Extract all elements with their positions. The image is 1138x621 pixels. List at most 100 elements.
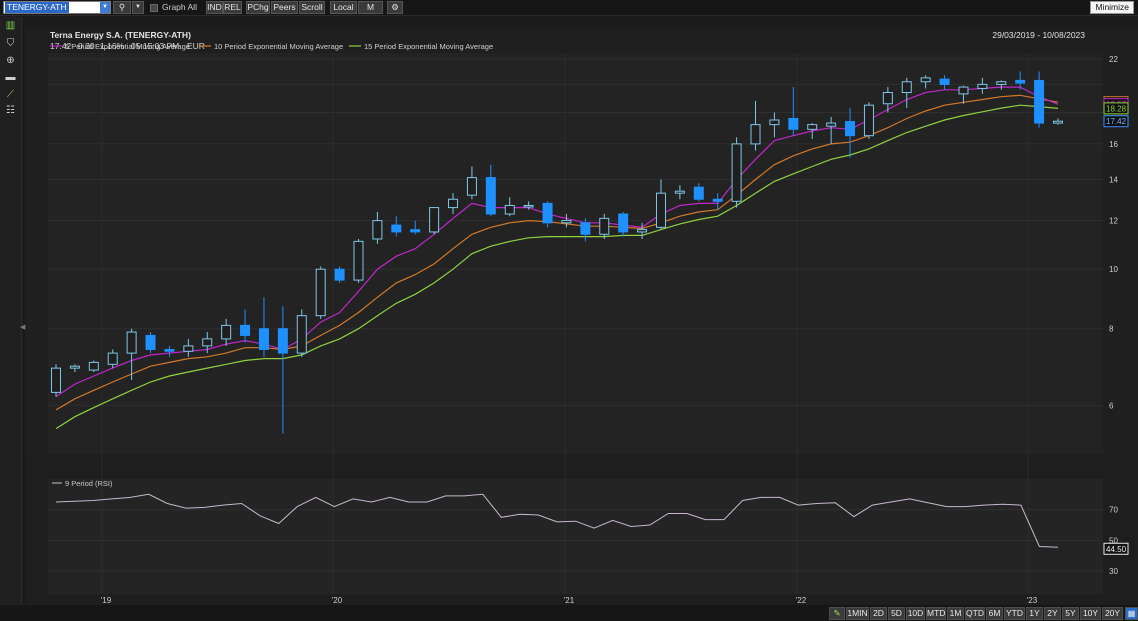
- left-toolbar: ▥ ⛉ ⊕ ▬ ⟋ ☷ ◀: [0, 17, 26, 621]
- top-toolbar: TENERGY-ATH ▼ ⚲ ▼ Graph All IND REL PChg…: [0, 0, 1138, 16]
- axes: 681012141622'19'20'21'22'2318.7118.5718.…: [101, 55, 1129, 605]
- search-button[interactable]: ⚲: [113, 1, 131, 14]
- candle-body: [939, 78, 950, 85]
- x-tick-label: '22: [796, 596, 807, 605]
- bar-chart-icon: ▥: [5, 20, 16, 31]
- period-button-1m[interactable]: 1M: [947, 607, 964, 620]
- pencil-icon: ✎: [833, 608, 841, 618]
- candle-body: [807, 124, 818, 130]
- candle-body: [391, 224, 402, 233]
- date-range: 29/03/2019 - 10/08/2023: [992, 30, 1085, 40]
- candle-body: [504, 204, 515, 215]
- horizontal-line-tool[interactable]: ▬: [3, 71, 18, 85]
- period-button-1min[interactable]: 1MIN: [846, 607, 869, 620]
- ema5-line: [55, 86, 1059, 398]
- chevron-down-icon[interactable]: ▼: [100, 2, 110, 13]
- candle-body: [1034, 79, 1045, 124]
- chart-type-tool[interactable]: ▥: [3, 19, 18, 33]
- period-button-ytd[interactable]: YTD: [1004, 607, 1025, 620]
- candle-body: [410, 229, 421, 233]
- pchg-button[interactable]: PChg: [246, 1, 270, 14]
- collapse-arrow-icon[interactable]: ◀: [20, 324, 26, 331]
- period-button-qtd[interactable]: QTD: [965, 607, 985, 620]
- gear-icon: ⚙: [391, 2, 399, 12]
- price-change: 0.20: [78, 41, 95, 51]
- minimize-button[interactable]: Minimize: [1090, 1, 1134, 14]
- candle-body: [258, 328, 269, 350]
- candle-body: [996, 81, 1007, 85]
- candle-body: [353, 240, 364, 281]
- candle-body: [277, 328, 288, 354]
- candle-body: [920, 77, 931, 83]
- rsi-value-tag-label: 44.50: [1106, 545, 1127, 554]
- interval-select[interactable]: M: [358, 1, 383, 14]
- ema15-line: [55, 104, 1059, 430]
- candle-body: [712, 198, 723, 202]
- scroll-button[interactable]: Scroll: [299, 1, 325, 14]
- chevron-down-icon: ▼: [135, 4, 141, 10]
- value-tag: [1103, 102, 1129, 115]
- candle-body: [240, 324, 251, 336]
- candle-body: [466, 177, 477, 196]
- graph-all-checkbox[interactable]: [150, 4, 158, 12]
- search-dropdown-button[interactable]: ▼: [132, 1, 144, 14]
- candle-body: [580, 222, 591, 235]
- quote-time: 05:15:03 PM: [131, 41, 179, 51]
- candle-body: [863, 104, 874, 137]
- x-tick-label: '23: [1027, 596, 1038, 605]
- ind-button[interactable]: IND: [206, 1, 223, 14]
- candle-body: [655, 192, 666, 228]
- period-button-mtd[interactable]: MTD: [926, 607, 946, 620]
- draw-tool-button[interactable]: ✎: [829, 607, 845, 620]
- graph-all-label: Graph All: [162, 2, 197, 12]
- candle-body: [958, 86, 969, 95]
- candles: [51, 71, 1063, 434]
- period-button-2y[interactable]: 2Y: [1044, 607, 1061, 620]
- candle-body: [1053, 120, 1063, 124]
- candle-body: [1015, 79, 1026, 84]
- period-button-1y[interactable]: 1Y: [1026, 607, 1043, 620]
- candle-body: [826, 122, 837, 127]
- period-button-5d[interactable]: 5D: [888, 607, 905, 620]
- period-button-2d[interactable]: 2D: [870, 607, 887, 620]
- rel-button[interactable]: REL: [223, 1, 242, 14]
- candle-body: [51, 367, 61, 393]
- ticker-input[interactable]: TENERGY-ATH ▼: [3, 1, 111, 14]
- candle-body: [542, 202, 553, 224]
- ema15-series: [55, 104, 1059, 430]
- local-button[interactable]: Local: [330, 1, 357, 14]
- ticker-input-value[interactable]: TENERGY-ATH: [5, 2, 69, 13]
- crosshair-tool[interactable]: ⊕: [3, 54, 18, 68]
- value-tag-label: 18.28: [1106, 104, 1127, 113]
- chart-options-button[interactable]: ▦: [1125, 607, 1138, 620]
- period-button-10d[interactable]: 10D: [906, 607, 925, 620]
- candle-body: [882, 92, 893, 105]
- period-button-20y[interactable]: 20Y: [1102, 607, 1123, 620]
- grid-icon: ☷: [6, 105, 15, 116]
- candle-body: [599, 217, 610, 235]
- candle-body: [845, 121, 856, 137]
- price-chart[interactable]: 681012141622'19'20'21'22'2318.7118.5718.…: [26, 29, 1138, 605]
- chart-options-icon: ▦: [1127, 609, 1136, 618]
- candle-body: [202, 338, 213, 347]
- period-button-10y[interactable]: 10Y: [1080, 607, 1101, 620]
- info-tool[interactable]: ⛉: [3, 37, 18, 51]
- candle-body: [901, 81, 912, 94]
- settings-button[interactable]: ⚙: [387, 1, 403, 14]
- candle-body: [334, 268, 345, 281]
- period-button-5y[interactable]: 5Y: [1062, 607, 1079, 620]
- candle-body: [769, 119, 780, 126]
- trendline-tool[interactable]: ⟋: [3, 88, 18, 102]
- period-bar: ✎ 1MIN 2D 5D 10D MTD 1M QTD 6M YTD 1Y 2Y 5Y 10Y 20Y ▦: [0, 605, 1138, 621]
- peers-button[interactable]: Peers: [271, 1, 298, 14]
- candle-body: [183, 345, 194, 352]
- grid-tool[interactable]: ☷: [3, 104, 18, 118]
- candle-body: [977, 83, 988, 89]
- candle-body: [523, 204, 534, 208]
- x-tick-label: '20: [332, 596, 343, 605]
- rsi-tick-label: 30: [1109, 567, 1118, 576]
- value-tag-label: 17.42: [1106, 117, 1127, 126]
- candle-body: [107, 352, 118, 365]
- candle-body: [221, 324, 232, 340]
- period-button-6m[interactable]: 6M: [986, 607, 1003, 620]
